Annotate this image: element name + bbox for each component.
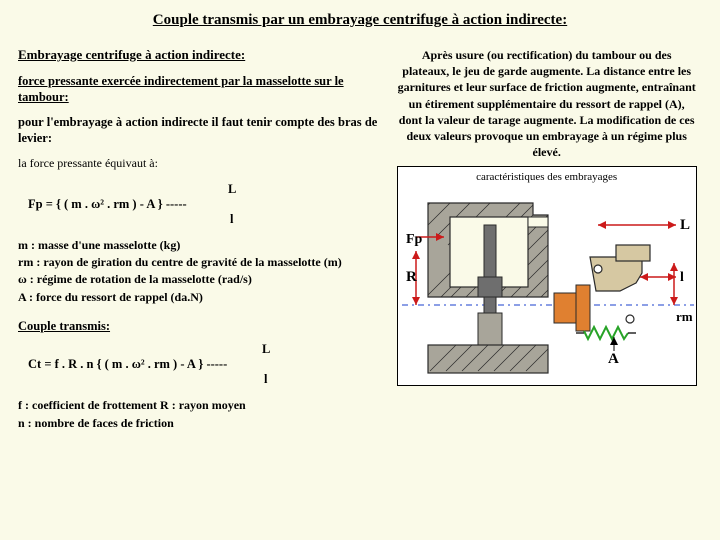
para-equiv: la force pressante équivaut à: [18, 156, 377, 172]
diagram-caption: caractéristiques des embrayages [398, 167, 696, 183]
formula-ct-L: L [262, 342, 377, 357]
formula-fp-main: Fp = { ( m . ω² . rm ) - A } ----- [28, 197, 377, 212]
legend-block-1: m : masse d'une masselotte (kg) rm : ray… [18, 237, 377, 307]
legend-m: m : masse d'une masselotte (kg) [18, 237, 377, 254]
formula-fp: L Fp = { ( m . ω² . rm ) - A } ----- l [28, 182, 377, 227]
label-L: L [680, 217, 690, 233]
legend-A: A : force du ressort de rappel (da.N) [18, 289, 377, 306]
page-title: Couple transmis par un embrayage centrif… [0, 0, 720, 47]
legend-omega: ω : régime de rotation de la masselotte … [18, 271, 377, 288]
right-explanation: Après usure (ou rectification) du tambou… [391, 47, 702, 160]
label-Fp: Fp [406, 232, 423, 247]
clutch-diagram: L Fp l R rm A [398, 185, 698, 385]
formula-ct-l: l [264, 372, 377, 387]
left-column: Embrayage centrifuge à action indirecte:… [18, 47, 387, 444]
label-rm: rm [676, 309, 693, 324]
label-R: R [406, 269, 417, 285]
formula-ct-main: Ct = f . R . n { ( m . ω² . rm ) - A } -… [28, 357, 377, 372]
legend-rm: rm : rayon de giration du centre de grav… [18, 254, 377, 271]
legend-block-2: f : coefficient de frottement R : rayon … [18, 397, 377, 432]
diagram-box: caractéristiques des embrayages [397, 166, 697, 386]
content-area: Embrayage centrifuge à action indirecte:… [0, 47, 720, 444]
label-A: A [608, 351, 619, 367]
label-l: l [680, 270, 684, 285]
legend-f: f : coefficient de frottement R : rayon … [18, 397, 377, 414]
para-bras-levier: pour l'embrayage à action indirecte il f… [18, 114, 377, 147]
legend-n: n : nombre de faces de friction [18, 415, 377, 432]
left-heading: Embrayage centrifuge à action indirecte: [18, 47, 377, 63]
subheading-couple: Couple transmis: [18, 318, 377, 334]
formula-fp-l: l [230, 212, 377, 227]
formula-ct: L Ct = f . R . n { ( m . ω² . rm ) - A }… [28, 342, 377, 387]
subheading-force: force pressante exercée indirectement pa… [18, 73, 377, 106]
formula-fp-L: L [228, 182, 377, 197]
right-column: Après usure (ou rectification) du tambou… [387, 47, 702, 444]
